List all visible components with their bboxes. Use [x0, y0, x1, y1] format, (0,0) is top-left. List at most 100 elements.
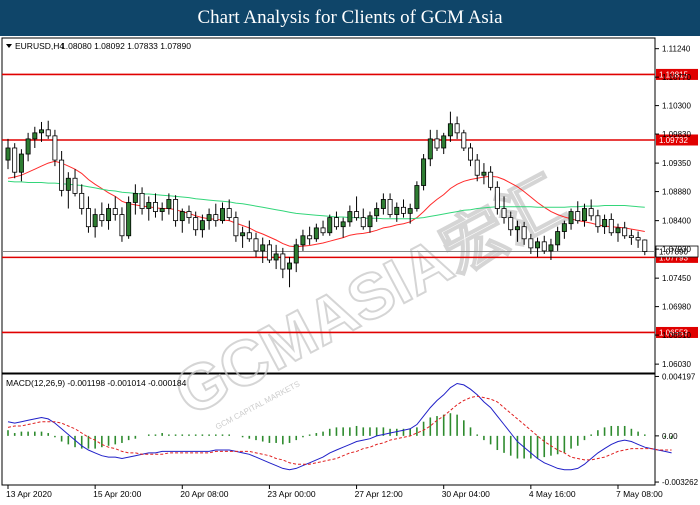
time-tick-label: 30 Apr 04:00 — [442, 489, 490, 499]
bullish-candle — [126, 202, 132, 237]
level-price-tag — [656, 134, 698, 146]
bearish-candle — [246, 232, 252, 240]
bearish-candle — [501, 208, 507, 219]
bullish-candle — [555, 231, 561, 246]
chart-window: GCMASIA宏汇 GCM CAPITAL MARKETS 1.10815 1.0… — [0, 36, 700, 500]
level-price-label: 1.06553 — [659, 328, 688, 337]
bullish-candle — [421, 158, 427, 186]
bullish-candle — [260, 244, 266, 252]
bearish-candle — [528, 238, 534, 249]
signal-line — [7, 395, 672, 465]
bullish-candle — [179, 211, 185, 222]
bearish-candle — [642, 239, 648, 252]
bullish-candle — [287, 262, 293, 270]
bearish-candle — [494, 186, 500, 209]
price-tick-label: 1.11240 — [662, 45, 691, 54]
bearish-candle — [608, 219, 614, 234]
bearish-candle — [588, 208, 594, 217]
current-price-tag — [655, 245, 699, 258]
bullish-candle — [535, 241, 541, 249]
bearish-candle — [12, 147, 18, 173]
bullish-candle — [39, 129, 44, 134]
bullish-candle — [447, 123, 453, 137]
current-price-label: 1.07890 — [659, 248, 688, 257]
bullish-candle — [293, 244, 299, 264]
level-price-label: 1.07793 — [659, 253, 688, 262]
bearish-candle — [454, 123, 460, 134]
bearish-candle — [575, 211, 581, 222]
macd-line — [7, 382, 672, 471]
bearish-candle — [112, 208, 118, 215]
bullish-candle — [146, 202, 152, 209]
bullish-candle — [5, 147, 11, 161]
bearish-candle — [85, 208, 91, 228]
bearish-candle — [119, 214, 125, 237]
bearish-candle — [213, 214, 219, 222]
bullish-candle — [240, 232, 246, 237]
ohlc-label: 1.08080 1.08092 1.07833 1.07890 — [61, 41, 191, 51]
bearish-candle — [628, 235, 634, 238]
trading-chart[interactable]: GCMASIA宏汇 GCM CAPITAL MARKETS 1.108151.0… — [0, 36, 700, 500]
bearish-candle — [541, 241, 547, 252]
bullish-candle — [199, 220, 205, 231]
bearish-candle — [635, 237, 641, 241]
bearish-candle — [45, 129, 51, 137]
bearish-candle — [461, 132, 467, 149]
price-tick-label: 1.09830 — [662, 130, 691, 139]
time-tick-label: 15 Apr 20:00 — [93, 489, 141, 499]
moving-average-line — [7, 160, 645, 248]
bearish-candle — [52, 135, 58, 161]
banner-title: Chart Analysis for Clients of GCM Asia — [197, 7, 503, 28]
moving-average-line — [7, 180, 645, 220]
bullish-candle — [514, 226, 520, 231]
bullish-candle — [441, 135, 447, 149]
bearish-candle — [354, 211, 360, 219]
bearish-candle — [139, 192, 145, 209]
macd-tick-label: 0.004197 — [662, 372, 696, 381]
price-pane[interactable] — [1, 37, 656, 374]
price-tick-label: 1.08400 — [662, 217, 691, 226]
bearish-candle — [253, 238, 259, 252]
bearish-candle — [79, 192, 85, 209]
price-axis: 1.11240 1.10770 1.10300 1.09830 1.09350 1.088… — [655, 45, 691, 369]
bearish-candle — [508, 217, 514, 231]
bearish-candle — [622, 227, 628, 237]
bearish-candle — [152, 202, 158, 212]
price-tick-label: 1.10300 — [662, 102, 691, 111]
bearish-candle — [474, 159, 480, 176]
bearish-candle — [233, 217, 239, 237]
bullish-candle — [166, 199, 172, 209]
time-axis: 13 Apr 2020 15 Apr 20:00 20 Apr 08:00 23 Ap… — [6, 485, 663, 499]
bearish-candle — [595, 215, 601, 228]
bullish-candle — [159, 208, 165, 212]
bearish-candle — [72, 177, 78, 194]
time-tick-label: 4 May 16:00 — [529, 489, 576, 499]
dropdown-triangle-icon[interactable] — [6, 44, 12, 48]
bearish-candle — [320, 227, 326, 234]
bearish-candle — [333, 217, 339, 228]
time-tick-label: 13 Apr 2020 — [6, 489, 52, 499]
bearish-candle — [266, 244, 272, 261]
bullish-candle — [106, 208, 112, 222]
macd-label: MACD(12,26,9) -0.001198 -0.001014 -0.000… — [6, 378, 187, 388]
time-tick-label: 7 May 08:00 — [616, 489, 663, 499]
price-tick-label: 1.09350 — [662, 159, 691, 168]
time-tick-label: 23 Apr 00:00 — [267, 489, 315, 499]
bullish-candle — [347, 211, 353, 223]
time-tick-label: 27 Apr 12:00 — [355, 489, 403, 499]
bullish-candle — [568, 211, 574, 225]
bullish-candle — [300, 235, 306, 246]
price-tick-label: 1.07930 — [662, 245, 691, 254]
bullish-candle — [327, 217, 333, 234]
chart-banner: Chart Analysis for Clients of GCM Asia — [0, 0, 700, 36]
bearish-candle — [387, 199, 393, 215]
price-tick-label: 1.08880 — [662, 188, 691, 197]
macd-pane[interactable] — [1, 373, 656, 486]
level-price-tag — [656, 68, 698, 80]
macd-axis: 0.004197 0.00 -0.003262 — [655, 372, 699, 487]
bullish-candle — [273, 253, 279, 261]
bearish-candle — [186, 211, 192, 219]
bullish-candle — [414, 185, 420, 209]
bullish-candle — [394, 206, 400, 215]
symbol-label: EURUSD,H4 — [15, 41, 64, 51]
